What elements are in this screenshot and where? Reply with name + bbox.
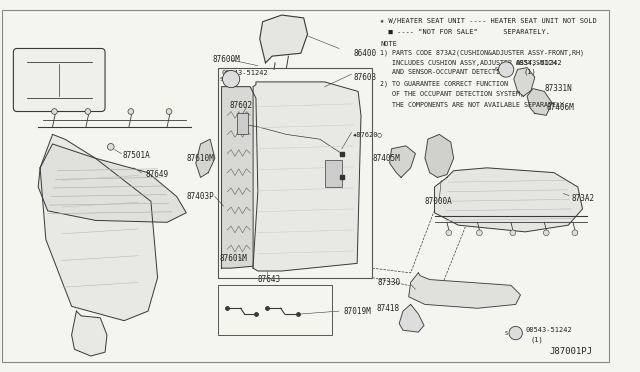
Text: J87001PJ: J87001PJ xyxy=(549,347,592,356)
Polygon shape xyxy=(390,146,415,177)
Polygon shape xyxy=(514,68,535,96)
Text: 2) TO GUARANTEE CORRECT FUNCTION: 2) TO GUARANTEE CORRECT FUNCTION xyxy=(380,81,508,87)
Text: S: S xyxy=(220,77,223,81)
Text: (2): (2) xyxy=(225,78,238,85)
Text: 08543-51242: 08543-51242 xyxy=(221,70,268,76)
Text: 87418: 87418 xyxy=(376,304,399,313)
Circle shape xyxy=(499,62,514,77)
Text: 87603: 87603 xyxy=(353,73,376,81)
Circle shape xyxy=(572,230,578,235)
Text: 87019M: 87019M xyxy=(344,307,372,315)
Circle shape xyxy=(446,230,452,235)
Circle shape xyxy=(108,144,114,150)
Text: NOTE: NOTE xyxy=(380,41,397,47)
Text: S: S xyxy=(504,331,508,336)
Circle shape xyxy=(543,230,549,235)
Polygon shape xyxy=(196,139,215,177)
Text: ★ W/HEATER SEAT UNIT ---- HEATER SEAT UNIT NOT SOLD: ★ W/HEATER SEAT UNIT ---- HEATER SEAT UN… xyxy=(380,18,597,24)
Polygon shape xyxy=(72,311,107,356)
Circle shape xyxy=(510,230,516,235)
Text: 87501A: 87501A xyxy=(122,151,150,160)
Polygon shape xyxy=(221,87,258,268)
Polygon shape xyxy=(435,168,582,232)
Text: 87601M: 87601M xyxy=(220,254,248,263)
Text: OF THE OCCUPANT DETECTION SYSTEM,: OF THE OCCUPANT DETECTION SYSTEM, xyxy=(380,92,524,97)
Bar xyxy=(218,285,332,335)
Bar xyxy=(38,62,80,77)
Text: 87602: 87602 xyxy=(229,101,252,110)
Circle shape xyxy=(223,70,240,88)
Text: (1): (1) xyxy=(524,68,536,75)
Circle shape xyxy=(128,109,134,114)
Text: 1) PARTS CODE 873A2(CUSHION&ADJUSTER ASSY-FRONT,RH): 1) PARTS CODE 873A2(CUSHION&ADJUSTER ASS… xyxy=(380,49,584,56)
Text: 08543-51242: 08543-51242 xyxy=(516,60,563,66)
Polygon shape xyxy=(409,273,520,308)
Polygon shape xyxy=(38,144,186,222)
Text: 87405M: 87405M xyxy=(372,154,400,163)
Text: 873A2: 873A2 xyxy=(571,194,594,203)
Text: 87600M: 87600M xyxy=(212,55,240,64)
Polygon shape xyxy=(425,134,454,177)
Text: 08543-51242: 08543-51242 xyxy=(525,327,572,333)
Text: 87643: 87643 xyxy=(258,275,281,284)
Text: 87403P: 87403P xyxy=(186,192,214,201)
Text: 86400: 86400 xyxy=(353,49,376,58)
Text: ■ ---- "NOT FOR SALE"      SEPARATELY.: ■ ---- "NOT FOR SALE" SEPARATELY. xyxy=(380,28,550,35)
Text: 87406M: 87406M xyxy=(547,103,574,112)
Bar xyxy=(237,113,248,134)
Bar xyxy=(218,68,372,278)
Text: INCLUDES CUSHION ASSY,ADJUSTER ASSY,SWICH: INCLUDES CUSHION ASSY,ADJUSTER ASSY,SWIC… xyxy=(380,60,556,66)
Bar xyxy=(324,160,342,187)
Circle shape xyxy=(166,109,172,114)
Text: 87610M: 87610M xyxy=(186,154,214,163)
Bar xyxy=(38,85,80,98)
Polygon shape xyxy=(260,15,307,63)
Text: AND SENSOR-OCCUPANT DETECTION.: AND SENSOR-OCCUPANT DETECTION. xyxy=(380,70,512,76)
Circle shape xyxy=(509,326,522,340)
Circle shape xyxy=(52,109,58,114)
Text: ✦87620○: ✦87620○ xyxy=(353,131,383,137)
Text: 87331N: 87331N xyxy=(545,84,572,93)
FancyBboxPatch shape xyxy=(13,48,105,112)
Text: 87649: 87649 xyxy=(145,170,168,179)
Text: 87330: 87330 xyxy=(377,278,401,287)
Polygon shape xyxy=(40,134,157,321)
Polygon shape xyxy=(253,82,361,271)
Text: (1): (1) xyxy=(531,337,544,343)
Circle shape xyxy=(477,230,483,235)
Text: 87000A: 87000A xyxy=(425,197,452,206)
Polygon shape xyxy=(399,304,424,332)
Circle shape xyxy=(85,109,91,114)
Text: S: S xyxy=(495,67,498,72)
Polygon shape xyxy=(527,89,552,115)
Text: THE COMPONENTS ARE NOT AVAILABLE SEPARATELY.: THE COMPONENTS ARE NOT AVAILABLE SEPARAT… xyxy=(380,102,568,108)
